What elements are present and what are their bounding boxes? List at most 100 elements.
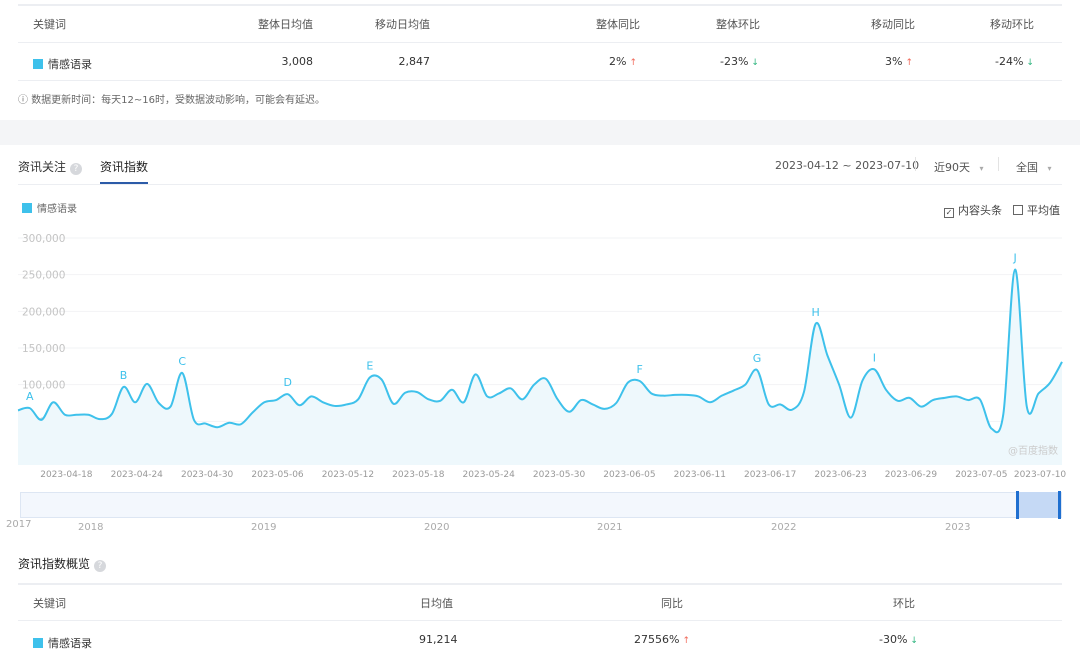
arrow-up-icon: ↑ [682, 636, 690, 646]
keyword-text: 情感语录 [48, 637, 92, 650]
divider [915, 157, 916, 171]
index-chart[interactable]: 300,000250,000200,000150,000100,00050,00… [0, 225, 1080, 485]
checkbox-icon[interactable] [1013, 205, 1023, 215]
yoy-value: 27556% [634, 633, 680, 646]
active-tab-underline [100, 182, 148, 184]
tab-news-index[interactable]: 资讯指数 [100, 160, 149, 174]
navigator-year-label: 2018 [78, 522, 104, 533]
yoy-cell: 27556% ↑ [634, 633, 690, 646]
navigator-selection[interactable] [1017, 492, 1060, 518]
mom-value: -30% [879, 633, 908, 646]
navigator-year-label: 2023 [945, 522, 971, 533]
arrow-up-icon: ↑ [629, 58, 637, 68]
arrow-up-icon: ↑ [905, 58, 913, 68]
region-select[interactable]: 全国 ▾ [1016, 159, 1052, 175]
info-icon: ⓘ [18, 95, 32, 106]
range-navigator[interactable] [20, 492, 1062, 518]
chevron-down-icon: ▾ [1047, 164, 1052, 173]
x-tick-label: 2023-06-11 [674, 470, 726, 480]
col-yoy: 同比 [661, 597, 683, 610]
x-tick-label: 2023-06-29 [885, 470, 938, 480]
annotation-marker: I [873, 351, 876, 364]
overall-mom-cell: -23% ↓ [720, 55, 759, 68]
y-tick-label: 300,000 [22, 233, 65, 245]
mobile-yoy-cell: 3% ↑ [885, 55, 913, 68]
col-overall-mom: 整体环比 [716, 18, 760, 31]
navigator-year-label: 2021 [597, 522, 623, 533]
y-tick-label: 150,000 [22, 343, 65, 355]
annotation-marker: J [1012, 252, 1016, 265]
arrow-down-icon: ↓ [1026, 58, 1034, 68]
navigator-handle-right[interactable] [1058, 491, 1061, 519]
x-tick-label: 2023-05-06 [251, 470, 304, 480]
section-divider [0, 120, 1080, 145]
col-overall-yoy: 整体同比 [596, 18, 640, 31]
help-icon[interactable]: ? [94, 560, 107, 572]
series-swatch [33, 638, 43, 648]
date-range-picker[interactable]: 2023-04-12 ~ 2023-07-10 [775, 159, 920, 172]
col-mom: 环比 [893, 597, 915, 610]
navigator-year-label: 2022 [771, 522, 797, 533]
annotation-marker: G [753, 352, 762, 365]
navigator-year-label: 2019 [251, 522, 277, 533]
y-tick-label: 200,000 [22, 306, 65, 318]
annotation-marker: F [637, 363, 643, 376]
col-mobile-avg: 移动日均值 [375, 18, 430, 31]
annotation-marker: B [120, 369, 128, 382]
overview-title: 资讯指数概览? [18, 555, 107, 572]
period-value: 近90天 [934, 161, 970, 174]
checkbox-checked-icon[interactable]: ✓ [944, 208, 954, 218]
watermark: @百度指数 [1008, 444, 1058, 457]
x-tick-label: 2023-06-17 [744, 470, 796, 480]
y-tick-label: 250,000 [22, 270, 65, 282]
option-content-headline[interactable]: ✓ 内容头条 [944, 202, 1002, 218]
x-tick-label: 2023-04-18 [40, 470, 93, 480]
annotation-marker: H [812, 306, 820, 319]
x-tick-label: 2023-05-24 [463, 470, 516, 480]
mobile-mom-cell: -24% ↓ [995, 55, 1034, 68]
series-swatch [33, 59, 43, 69]
keyword-text: 情感语录 [48, 58, 92, 71]
x-tick-label: 2023-06-23 [814, 470, 866, 480]
overall-yoy-value: 2% [609, 55, 627, 68]
x-tick-label: 2023-07-10 [1014, 470, 1067, 480]
divider [998, 157, 999, 171]
series-area [18, 269, 1062, 465]
arrow-down-icon: ↓ [910, 636, 918, 646]
y-tick-label: 100,000 [22, 380, 65, 392]
chart-legend[interactable]: 情感语录 [22, 200, 77, 215]
mobile-avg-value: 2,847 [398, 55, 431, 68]
update-note: ⓘ 数据更新时间：每天12~16时，受数据波动影响，可能会有延迟。 [18, 91, 325, 106]
col-mobile-mom: 移动环比 [990, 18, 1034, 31]
mobile-mom-value: -24% [995, 55, 1024, 68]
arrow-down-icon: ↓ [751, 58, 759, 68]
x-tick-label: 2023-07-05 [955, 470, 1007, 480]
x-tick-label: 2023-04-30 [181, 470, 234, 480]
col-keyword: 关键词 [33, 597, 66, 610]
mom-cell: -30% ↓ [879, 633, 918, 646]
overall-yoy-cell: 2% ↑ [609, 55, 637, 68]
navigator-handle-left[interactable] [1016, 491, 1019, 519]
annotation-marker: C [178, 355, 186, 368]
x-tick-label: 2023-05-12 [322, 470, 374, 480]
help-icon[interactable]: ? [70, 163, 83, 175]
annotation-marker: D [284, 376, 292, 389]
option-label: 平均值 [1027, 204, 1060, 217]
navigator-year-label: 2020 [424, 522, 450, 533]
x-tick-label: 2023-04-24 [111, 470, 164, 480]
x-tick-label: 2023-06-05 [603, 470, 655, 480]
option-average[interactable]: 平均值 [1013, 202, 1060, 218]
tab-news-attention[interactable]: 资讯关注? [18, 158, 83, 175]
col-mobile-yoy: 移动同比 [871, 18, 915, 31]
chevron-down-icon: ▾ [979, 164, 984, 173]
col-keyword: 关键词 [33, 18, 66, 31]
option-label: 内容头条 [958, 204, 1002, 217]
x-tick-label: 2023-05-18 [392, 470, 445, 480]
overall-mom-value: -23% [720, 55, 749, 68]
legend-swatch [22, 203, 32, 213]
annotation-marker: E [366, 359, 373, 372]
col-overall-avg: 整体日均值 [258, 18, 313, 31]
period-select[interactable]: 近90天 ▾ [934, 159, 984, 175]
region-value: 全国 [1016, 161, 1038, 174]
overview-title-text: 资讯指数概览 [18, 557, 91, 571]
